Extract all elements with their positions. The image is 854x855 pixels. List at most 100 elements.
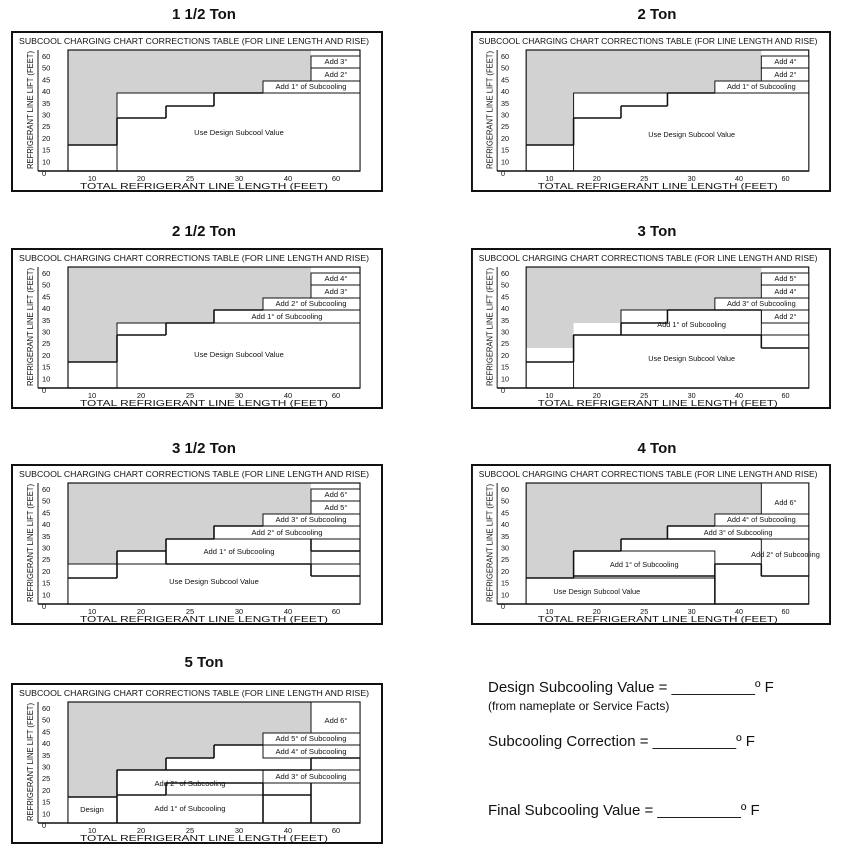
region-label: Use Design Subcool Value bbox=[194, 350, 284, 359]
y-tick-label: 25 bbox=[42, 339, 50, 348]
y-tick-label: 0 bbox=[501, 602, 505, 611]
y-tick-label: 40 bbox=[501, 520, 509, 529]
y-tick-label: 45 bbox=[501, 292, 509, 301]
region-label: Add 6° bbox=[325, 490, 348, 499]
y-tick-label: 35 bbox=[42, 316, 50, 325]
region-label: Add 1° of Subcooling bbox=[154, 804, 225, 813]
chart-group: SUBCOOL CHARGING CHART CORRECTIONS TABLE… bbox=[11, 683, 383, 844]
x-axis-label: TOTAL REFRIGERANT LINE LENGTH (FEET) bbox=[80, 398, 328, 408]
region-label: Add 2° of Subcooling bbox=[275, 299, 346, 308]
y-tick-label: 15 bbox=[42, 363, 50, 372]
y-tick-label: 35 bbox=[501, 316, 509, 325]
chart-header-text: SUBCOOL CHARGING CHART CORRECTIONS TABLE… bbox=[479, 469, 818, 479]
x-tick-label: 30 bbox=[235, 174, 243, 183]
x-axis-label: TOTAL REFRIGERANT LINE LENGTH (FEET) bbox=[538, 181, 778, 191]
x-tick-label: 25 bbox=[640, 391, 648, 400]
chart-2-5-ton: SUBCOOL CHARGING CHART CORRECTIONS TABLE… bbox=[11, 248, 383, 409]
x-tick-label: 60 bbox=[332, 391, 340, 400]
chart-header-text: SUBCOOL CHARGING CHART CORRECTIONS TABLE… bbox=[479, 36, 818, 46]
y-tick-column bbox=[497, 483, 527, 604]
y-tick-label: 45 bbox=[501, 75, 509, 84]
y-tick-label: 20 bbox=[42, 567, 50, 576]
region-label: Add 1° of Subcooling bbox=[251, 312, 322, 321]
y-tick-label: 25 bbox=[42, 122, 50, 131]
chart-group: SUBCOOL CHARGING CHART CORRECTIONS TABLE… bbox=[471, 248, 832, 409]
x-tick-label: 10 bbox=[88, 607, 96, 616]
chart-title-3-5-ton: 3 1/2 Ton bbox=[172, 440, 236, 457]
y-tick-label: 50 bbox=[42, 497, 50, 506]
chart-3-5-ton: SUBCOOL CHARGING CHART CORRECTIONS TABLE… bbox=[11, 464, 383, 625]
y-axis-label: REFRIGERANT LINE LIFT (FEET) bbox=[485, 484, 494, 602]
y-tick-label: 50 bbox=[42, 281, 50, 290]
y-tick-label: 10 bbox=[501, 374, 509, 383]
x-tick-label: 40 bbox=[735, 391, 743, 400]
y-axis-label: REFRIGERANT LINE LIFT (FEET) bbox=[485, 51, 494, 169]
y-tick-label: 20 bbox=[501, 351, 509, 360]
y-tick-label: 0 bbox=[42, 386, 46, 395]
region-label: Add 1° of Subcooling bbox=[275, 82, 346, 91]
y-tick-label: 30 bbox=[501, 327, 509, 336]
region-label: Add 1° of Subcooling bbox=[727, 82, 796, 91]
chart-group: SUBCOOL CHARGING CHART CORRECTIONS TABLE… bbox=[471, 31, 832, 192]
x-tick-label: 60 bbox=[332, 607, 340, 616]
y-axis-label: REFRIGERANT LINE LIFT (FEET) bbox=[26, 51, 35, 169]
chart-title-1-5-ton: 1 1/2 Ton bbox=[172, 6, 236, 23]
region-label: Add 3° bbox=[325, 57, 348, 66]
y-tick-label: 20 bbox=[42, 134, 50, 143]
shaded-region bbox=[68, 267, 311, 362]
correction-box bbox=[760, 538, 810, 577]
design-subcooling-note: (from nameplate or Service Facts) bbox=[488, 699, 670, 713]
y-tick-column bbox=[497, 267, 527, 388]
y-tick-label: 60 bbox=[501, 269, 509, 278]
x-tick-label: 25 bbox=[186, 391, 194, 400]
chart-header-text: SUBCOOL CHARGING CHART CORRECTIONS TABLE… bbox=[19, 36, 369, 46]
chart-header-text: SUBCOOL CHARGING CHART CORRECTIONS TABLE… bbox=[19, 253, 369, 263]
x-tick-label: 30 bbox=[235, 826, 243, 835]
y-tick-column bbox=[497, 50, 527, 171]
x-tick-label: 25 bbox=[640, 174, 648, 183]
x-tick-label: 20 bbox=[593, 391, 601, 400]
y-tick-column bbox=[38, 267, 68, 388]
shaded-region bbox=[526, 267, 762, 362]
region-label: Add 5° bbox=[325, 503, 348, 512]
region-label: Add 2° bbox=[774, 312, 796, 321]
y-tick-label: 50 bbox=[42, 64, 50, 73]
y-tick-label: 15 bbox=[501, 362, 509, 371]
y-axis-label: REFRIGERANT LINE LIFT (FEET) bbox=[26, 703, 35, 821]
y-tick-label: 15 bbox=[42, 798, 50, 807]
x-tick-label: 10 bbox=[88, 826, 96, 835]
y-tick-label: 15 bbox=[501, 145, 509, 154]
x-tick-label: 20 bbox=[137, 391, 145, 400]
y-tick-label: 10 bbox=[42, 809, 50, 818]
region-label: Add 2° bbox=[325, 70, 348, 79]
y-tick-label: 30 bbox=[42, 544, 50, 553]
y-tick-label: 60 bbox=[42, 485, 50, 494]
y-tick-label: 35 bbox=[42, 99, 50, 108]
x-tick-label: 60 bbox=[781, 391, 789, 400]
y-tick-label: 20 bbox=[42, 786, 50, 795]
region-label: Add 3° of Subcooling bbox=[275, 515, 346, 524]
x-tick-label: 10 bbox=[545, 391, 553, 400]
chart-title-2-5-ton: 2 1/2 Ton bbox=[172, 223, 236, 240]
y-tick-label: 50 bbox=[501, 497, 509, 506]
y-axis-label: REFRIGERANT LINE LIFT (FEET) bbox=[26, 484, 35, 602]
y-tick-label: 25 bbox=[501, 339, 509, 348]
x-tick-label: 20 bbox=[593, 174, 601, 183]
y-tick-label: 25 bbox=[501, 122, 509, 131]
x-tick-label: 20 bbox=[593, 607, 601, 616]
chart-title-5-ton: 5 Ton bbox=[184, 654, 224, 671]
x-tick-label: 30 bbox=[688, 174, 696, 183]
region-label: Add 2° of Subcooling bbox=[154, 779, 225, 788]
region-label: Add 4° of Subcooling bbox=[275, 747, 346, 756]
x-tick-label: 40 bbox=[284, 607, 292, 616]
chart-group: SUBCOOL CHARGING CHART CORRECTIONS TABLE… bbox=[11, 248, 383, 409]
x-axis-label: TOTAL REFRIGERANT LINE LENGTH (FEET) bbox=[80, 614, 328, 624]
x-tick-label: 40 bbox=[735, 607, 743, 616]
region-label: Use Design Subcool Value bbox=[194, 128, 284, 137]
region-label: Use Design Subcool Value bbox=[169, 577, 259, 586]
region-label: Add 3° of Subcooling bbox=[275, 772, 346, 781]
y-tick-label: 35 bbox=[501, 99, 509, 108]
y-tick-label: 25 bbox=[42, 774, 50, 783]
y-tick-label: 45 bbox=[42, 508, 50, 517]
region-label: Add 1° of Subcooling bbox=[657, 320, 726, 329]
